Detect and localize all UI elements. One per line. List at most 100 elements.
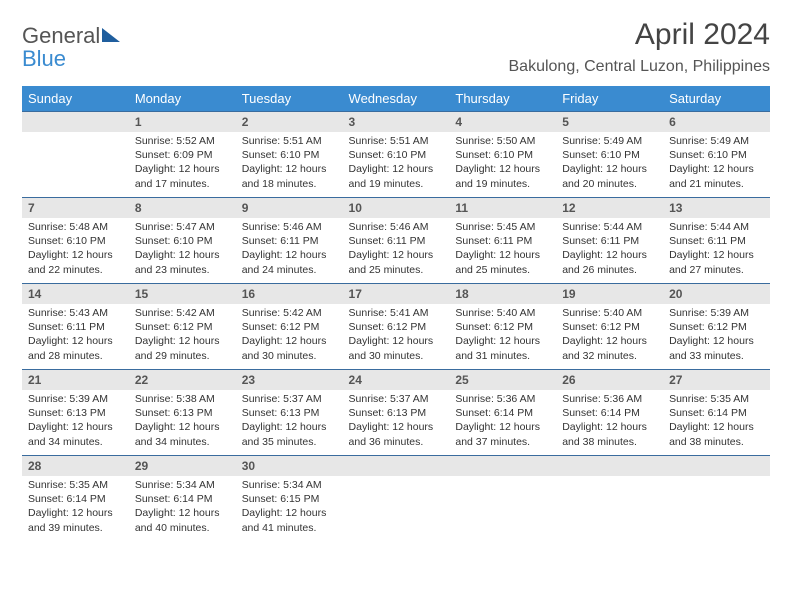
day-number: 3 — [343, 112, 450, 132]
calendar-day: 24Sunrise: 5:37 AMSunset: 6:13 PMDayligh… — [343, 370, 450, 456]
day-info: Sunrise: 5:38 AMSunset: 6:13 PMDaylight:… — [129, 390, 236, 453]
calendar-day: 7Sunrise: 5:48 AMSunset: 6:10 PMDaylight… — [22, 198, 129, 284]
day-number: 26 — [556, 370, 663, 390]
day-number: 13 — [663, 198, 770, 218]
calendar-row: 21Sunrise: 5:39 AMSunset: 6:13 PMDayligh… — [22, 370, 770, 456]
day-info: Sunrise: 5:51 AMSunset: 6:10 PMDaylight:… — [343, 132, 450, 195]
calendar-day: 16Sunrise: 5:42 AMSunset: 6:12 PMDayligh… — [236, 284, 343, 370]
calendar-empty — [556, 456, 663, 542]
calendar-day: 2Sunrise: 5:51 AMSunset: 6:10 PMDaylight… — [236, 112, 343, 198]
calendar-day: 8Sunrise: 5:47 AMSunset: 6:10 PMDaylight… — [129, 198, 236, 284]
day-number: 9 — [236, 198, 343, 218]
day-number: 8 — [129, 198, 236, 218]
title-block: April 2024 Bakulong, Central Luzon, Phil… — [509, 18, 771, 76]
calendar-day: 28Sunrise: 5:35 AMSunset: 6:14 PMDayligh… — [22, 456, 129, 542]
day-info: Sunrise: 5:40 AMSunset: 6:12 PMDaylight:… — [556, 304, 663, 367]
calendar-day: 11Sunrise: 5:45 AMSunset: 6:11 PMDayligh… — [449, 198, 556, 284]
day-info: Sunrise: 5:39 AMSunset: 6:13 PMDaylight:… — [22, 390, 129, 453]
calendar-day: 18Sunrise: 5:40 AMSunset: 6:12 PMDayligh… — [449, 284, 556, 370]
calendar-day: 14Sunrise: 5:43 AMSunset: 6:11 PMDayligh… — [22, 284, 129, 370]
day-number: 17 — [343, 284, 450, 304]
calendar-day: 20Sunrise: 5:39 AMSunset: 6:12 PMDayligh… — [663, 284, 770, 370]
calendar-empty — [449, 456, 556, 542]
day-number: 19 — [556, 284, 663, 304]
day-info: Sunrise: 5:50 AMSunset: 6:10 PMDaylight:… — [449, 132, 556, 195]
weekday-header: Wednesday — [343, 86, 450, 112]
calendar-empty — [343, 456, 450, 542]
day-number: 20 — [663, 284, 770, 304]
day-info: Sunrise: 5:51 AMSunset: 6:10 PMDaylight:… — [236, 132, 343, 195]
calendar-day: 3Sunrise: 5:51 AMSunset: 6:10 PMDaylight… — [343, 112, 450, 198]
day-info: Sunrise: 5:34 AMSunset: 6:15 PMDaylight:… — [236, 476, 343, 539]
day-info: Sunrise: 5:49 AMSunset: 6:10 PMDaylight:… — [663, 132, 770, 195]
day-number: 5 — [556, 112, 663, 132]
calendar-row: 28Sunrise: 5:35 AMSunset: 6:14 PMDayligh… — [22, 456, 770, 542]
day-number: 18 — [449, 284, 556, 304]
day-info: Sunrise: 5:42 AMSunset: 6:12 PMDaylight:… — [129, 304, 236, 367]
day-number: 30 — [236, 456, 343, 476]
month-title: April 2024 — [509, 18, 771, 52]
day-info: Sunrise: 5:40 AMSunset: 6:12 PMDaylight:… — [449, 304, 556, 367]
calendar-row: 1Sunrise: 5:52 AMSunset: 6:09 PMDaylight… — [22, 112, 770, 198]
day-number: 7 — [22, 198, 129, 218]
calendar-day: 19Sunrise: 5:40 AMSunset: 6:12 PMDayligh… — [556, 284, 663, 370]
calendar-table: SundayMondayTuesdayWednesdayThursdayFrid… — [22, 86, 770, 542]
weekday-header: Friday — [556, 86, 663, 112]
calendar-day: 6Sunrise: 5:49 AMSunset: 6:10 PMDaylight… — [663, 112, 770, 198]
day-info: Sunrise: 5:46 AMSunset: 6:11 PMDaylight:… — [343, 218, 450, 281]
day-info: Sunrise: 5:34 AMSunset: 6:14 PMDaylight:… — [129, 476, 236, 539]
weekday-header: Thursday — [449, 86, 556, 112]
calendar-head: SundayMondayTuesdayWednesdayThursdayFrid… — [22, 86, 770, 112]
calendar-day: 25Sunrise: 5:36 AMSunset: 6:14 PMDayligh… — [449, 370, 556, 456]
day-info: Sunrise: 5:41 AMSunset: 6:12 PMDaylight:… — [343, 304, 450, 367]
weekday-header: Sunday — [22, 86, 129, 112]
calendar-day: 4Sunrise: 5:50 AMSunset: 6:10 PMDaylight… — [449, 112, 556, 198]
calendar-day: 21Sunrise: 5:39 AMSunset: 6:13 PMDayligh… — [22, 370, 129, 456]
day-info: Sunrise: 5:48 AMSunset: 6:10 PMDaylight:… — [22, 218, 129, 281]
day-number: 24 — [343, 370, 450, 390]
day-number: 1 — [129, 112, 236, 132]
location-text: Bakulong, Central Luzon, Philippines — [509, 58, 771, 76]
day-number: 27 — [663, 370, 770, 390]
calendar-row: 7Sunrise: 5:48 AMSunset: 6:10 PMDaylight… — [22, 198, 770, 284]
calendar-day: 12Sunrise: 5:44 AMSunset: 6:11 PMDayligh… — [556, 198, 663, 284]
day-number: 14 — [22, 284, 129, 304]
day-number: 10 — [343, 198, 450, 218]
calendar-day: 29Sunrise: 5:34 AMSunset: 6:14 PMDayligh… — [129, 456, 236, 542]
day-number: 28 — [22, 456, 129, 476]
day-info: Sunrise: 5:44 AMSunset: 6:11 PMDaylight:… — [556, 218, 663, 281]
day-number: 22 — [129, 370, 236, 390]
day-info: Sunrise: 5:45 AMSunset: 6:11 PMDaylight:… — [449, 218, 556, 281]
calendar-row: 14Sunrise: 5:43 AMSunset: 6:11 PMDayligh… — [22, 284, 770, 370]
day-info: Sunrise: 5:35 AMSunset: 6:14 PMDaylight:… — [22, 476, 129, 539]
day-number: 15 — [129, 284, 236, 304]
day-number: 11 — [449, 198, 556, 218]
calendar-day: 5Sunrise: 5:49 AMSunset: 6:10 PMDaylight… — [556, 112, 663, 198]
page-header: General Blue April 2024 Bakulong, Centra… — [22, 18, 770, 76]
day-info: Sunrise: 5:37 AMSunset: 6:13 PMDaylight:… — [236, 390, 343, 453]
day-number: 6 — [663, 112, 770, 132]
day-number: 21 — [22, 370, 129, 390]
day-info: Sunrise: 5:36 AMSunset: 6:14 PMDaylight:… — [449, 390, 556, 453]
calendar-day: 22Sunrise: 5:38 AMSunset: 6:13 PMDayligh… — [129, 370, 236, 456]
calendar-day: 10Sunrise: 5:46 AMSunset: 6:11 PMDayligh… — [343, 198, 450, 284]
logo-triangle-icon — [102, 28, 120, 42]
calendar-empty — [663, 456, 770, 542]
logo: General Blue — [22, 18, 120, 70]
day-number: 25 — [449, 370, 556, 390]
day-number: 2 — [236, 112, 343, 132]
day-info: Sunrise: 5:37 AMSunset: 6:13 PMDaylight:… — [343, 390, 450, 453]
day-info: Sunrise: 5:49 AMSunset: 6:10 PMDaylight:… — [556, 132, 663, 195]
calendar-empty — [22, 112, 129, 198]
calendar-day: 30Sunrise: 5:34 AMSunset: 6:15 PMDayligh… — [236, 456, 343, 542]
weekday-header: Tuesday — [236, 86, 343, 112]
logo-word-blue: Blue — [22, 46, 66, 71]
calendar-day: 15Sunrise: 5:42 AMSunset: 6:12 PMDayligh… — [129, 284, 236, 370]
day-info: Sunrise: 5:43 AMSunset: 6:11 PMDaylight:… — [22, 304, 129, 367]
calendar-day: 23Sunrise: 5:37 AMSunset: 6:13 PMDayligh… — [236, 370, 343, 456]
day-info: Sunrise: 5:42 AMSunset: 6:12 PMDaylight:… — [236, 304, 343, 367]
day-info: Sunrise: 5:47 AMSunset: 6:10 PMDaylight:… — [129, 218, 236, 281]
day-info: Sunrise: 5:39 AMSunset: 6:12 PMDaylight:… — [663, 304, 770, 367]
calendar-day: 1Sunrise: 5:52 AMSunset: 6:09 PMDaylight… — [129, 112, 236, 198]
day-number: 29 — [129, 456, 236, 476]
